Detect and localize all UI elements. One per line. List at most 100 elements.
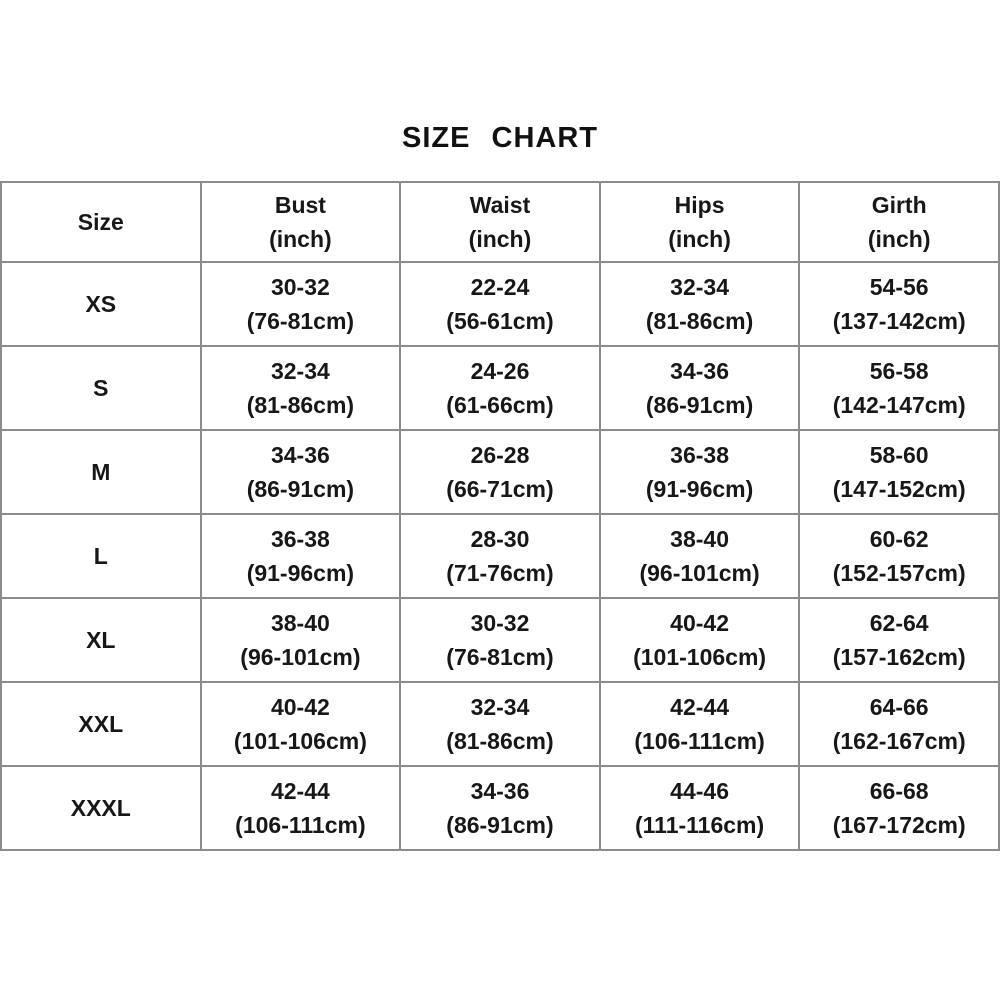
cm-range: (106-111cm) xyxy=(634,728,765,754)
inch-range: 42-44 xyxy=(670,694,729,720)
hips-cell: 44-46 (111-116cm) xyxy=(598,765,801,851)
inch-range: 44-46 xyxy=(670,778,729,804)
bust-cell: 40-42 (101-106cm) xyxy=(199,681,402,767)
cm-range: (147-152cm) xyxy=(832,476,966,502)
inch-range: 38-40 xyxy=(270,610,330,636)
inch-range: 32-34 xyxy=(270,358,330,384)
inch-range: 54-56 xyxy=(869,274,929,300)
cm-range: (96-101cm) xyxy=(639,560,760,586)
cm-range: (81-86cm) xyxy=(246,392,355,418)
cm-range: (157-162cm) xyxy=(832,644,966,670)
table-row-xxxl: XXXL 42-44 (106-111cm) 34-36 (86-91cm) 4… xyxy=(0,765,1000,851)
inch-range: 40-42 xyxy=(270,694,330,720)
waist-cell: 34-36 (86-91cm) xyxy=(399,765,601,851)
hips-cell: 36-38 (91-96cm) xyxy=(598,429,801,515)
column-header-bust: Bust (inch) xyxy=(199,181,402,263)
bust-cell: 36-38 (91-96cm) xyxy=(199,513,402,599)
cm-range: (81-86cm) xyxy=(645,308,754,334)
cm-range: (101-106cm) xyxy=(233,728,367,754)
cm-range: (101-106cm) xyxy=(633,644,767,670)
cm-range: (106-111cm) xyxy=(235,812,366,838)
size-cell: XS xyxy=(0,261,202,347)
cm-range: (76-81cm) xyxy=(246,308,355,334)
size-cell: M xyxy=(0,429,202,515)
inch-range: 28-30 xyxy=(470,526,530,552)
column-header-label: Hips xyxy=(674,192,725,218)
bust-cell: 30-32 (76-81cm) xyxy=(199,261,402,347)
inch-range: 34-36 xyxy=(270,442,330,468)
hips-cell: 34-36 (86-91cm) xyxy=(598,345,801,431)
cm-range: (167-172cm) xyxy=(832,812,966,838)
bust-cell: 34-36 (86-91cm) xyxy=(199,429,402,515)
waist-cell: 28-30 (71-76cm) xyxy=(399,513,601,599)
girth-cell: 58-60 (147-152cm) xyxy=(798,429,1000,515)
hips-cell: 42-44 (106-111cm) xyxy=(598,681,801,767)
cm-range: (96-101cm) xyxy=(240,644,361,670)
cm-range: (81-86cm) xyxy=(446,728,554,754)
inch-range: 26-28 xyxy=(470,442,530,468)
header-row: Size Bust (inch) Waist (inch) Hips (inch… xyxy=(0,181,1000,263)
column-header-waist: Waist (inch) xyxy=(399,181,601,263)
hips-cell: 40-42 (101-106cm) xyxy=(598,597,801,683)
waist-cell: 26-28 (66-71cm) xyxy=(399,429,601,515)
inch-range: 58-60 xyxy=(869,442,929,468)
bust-cell: 32-34 (81-86cm) xyxy=(199,345,402,431)
size-cell: XL xyxy=(0,597,202,683)
column-header-girth: Girth (inch) xyxy=(798,181,1000,263)
size-cell: XXL xyxy=(0,681,202,767)
column-header-label: Size xyxy=(77,209,124,235)
hips-cell: 38-40 (96-101cm) xyxy=(598,513,801,599)
waist-cell: 32-34 (81-86cm) xyxy=(399,681,601,767)
girth-cell: 64-66 (162-167cm) xyxy=(798,681,1000,767)
size-cell: L xyxy=(0,513,202,599)
table-row-s: S 32-34 (81-86cm) 24-26 (61-66cm) 34-36 … xyxy=(0,345,1000,431)
cm-range: (137-142cm) xyxy=(832,308,966,334)
inch-range: 64-66 xyxy=(869,694,929,720)
column-header-label: Girth xyxy=(871,192,927,218)
column-header-label: Bust xyxy=(274,192,326,218)
inch-range: 34-36 xyxy=(470,778,530,804)
inch-range: 42-44 xyxy=(270,778,330,804)
inch-range: 32-34 xyxy=(670,274,729,300)
cm-range: (91-96cm) xyxy=(246,560,355,586)
table-header: Size Bust (inch) Waist (inch) Hips (inch… xyxy=(0,181,1000,263)
inch-range: 36-38 xyxy=(270,526,330,552)
inch-range: 38-40 xyxy=(670,526,729,552)
bust-cell: 38-40 (96-101cm) xyxy=(199,597,402,683)
table-row-xs: XS 30-32 (76-81cm) 22-24 (56-61cm) 32-34… xyxy=(0,261,1000,347)
cm-range: (86-91cm) xyxy=(246,476,355,502)
cm-range: (56-61cm) xyxy=(446,308,554,334)
inch-range: 56-58 xyxy=(869,358,929,384)
cm-range: (86-91cm) xyxy=(446,812,554,838)
cm-range: (61-66cm) xyxy=(446,392,554,418)
table-row-l: L 36-38 (91-96cm) 28-30 (71-76cm) 38-40 … xyxy=(0,513,1000,599)
inch-range: 30-32 xyxy=(470,610,530,636)
inch-range: 40-42 xyxy=(670,610,729,636)
girth-cell: 54-56 (137-142cm) xyxy=(798,261,1000,347)
cm-range: (76-81cm) xyxy=(446,644,554,670)
cm-range: (111-116cm) xyxy=(634,812,765,838)
cm-range: (71-76cm) xyxy=(446,560,554,586)
cm-range: (91-96cm) xyxy=(645,476,754,502)
inch-range: 24-26 xyxy=(470,358,530,384)
column-header-unit: (inch) xyxy=(468,226,532,252)
inch-range: 22-24 xyxy=(470,274,530,300)
table-row-m: M 34-36 (86-91cm) 26-28 (66-71cm) 36-38 … xyxy=(0,429,1000,515)
column-header-size: Size xyxy=(0,181,202,263)
waist-cell: 30-32 (76-81cm) xyxy=(399,597,601,683)
column-header-unit: (inch) xyxy=(867,226,931,252)
column-header-unit: (inch) xyxy=(269,226,332,252)
bust-cell: 42-44 (106-111cm) xyxy=(199,765,402,851)
inch-range: 32-34 xyxy=(470,694,530,720)
inch-range: 62-64 xyxy=(869,610,929,636)
hips-cell: 32-34 (81-86cm) xyxy=(598,261,801,347)
size-chart-table: Size Bust (inch) Waist (inch) Hips (inch… xyxy=(0,181,1000,851)
table-row-xl: XL 38-40 (96-101cm) 30-32 (76-81cm) 40-4… xyxy=(0,597,1000,683)
waist-cell: 24-26 (61-66cm) xyxy=(399,345,601,431)
inch-range: 34-36 xyxy=(670,358,729,384)
inch-range: 36-38 xyxy=(670,442,729,468)
cm-range: (162-167cm) xyxy=(832,728,966,754)
inch-range: 30-32 xyxy=(270,274,330,300)
cm-range: (86-91cm) xyxy=(645,392,754,418)
table-row-xxl: XXL 40-42 (101-106cm) 32-34 (81-86cm) 42… xyxy=(0,681,1000,767)
